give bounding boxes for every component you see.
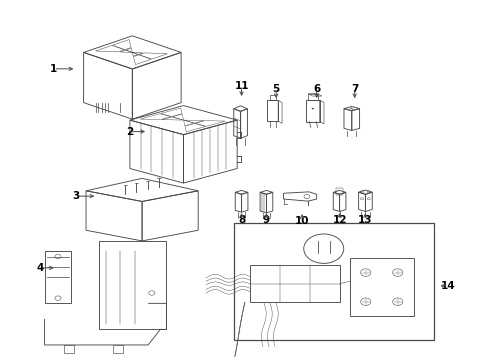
Circle shape bbox=[311, 108, 313, 109]
Text: 14: 14 bbox=[440, 281, 455, 291]
Text: 11: 11 bbox=[234, 81, 248, 91]
Bar bbox=[249, 265, 339, 302]
Bar bbox=[307, 94, 317, 100]
Text: 9: 9 bbox=[263, 215, 269, 225]
Text: 13: 13 bbox=[357, 215, 372, 225]
Bar bbox=[269, 95, 275, 100]
Text: 2: 2 bbox=[126, 127, 133, 136]
Text: 6: 6 bbox=[312, 84, 320, 94]
Bar bbox=[99, 241, 166, 329]
Bar bbox=[305, 100, 319, 122]
Text: 8: 8 bbox=[238, 215, 244, 225]
Bar bbox=[64, 345, 74, 353]
Text: 7: 7 bbox=[350, 84, 358, 94]
Text: 1: 1 bbox=[50, 64, 57, 74]
Bar bbox=[267, 100, 278, 121]
Bar bbox=[44, 251, 71, 303]
Text: 10: 10 bbox=[294, 216, 308, 226]
Bar bbox=[113, 345, 122, 353]
Text: 12: 12 bbox=[332, 215, 346, 225]
Bar bbox=[233, 223, 433, 339]
Text: 4: 4 bbox=[37, 263, 44, 273]
Bar bbox=[349, 258, 413, 316]
Text: 3: 3 bbox=[73, 191, 80, 201]
Text: 5: 5 bbox=[272, 84, 279, 94]
